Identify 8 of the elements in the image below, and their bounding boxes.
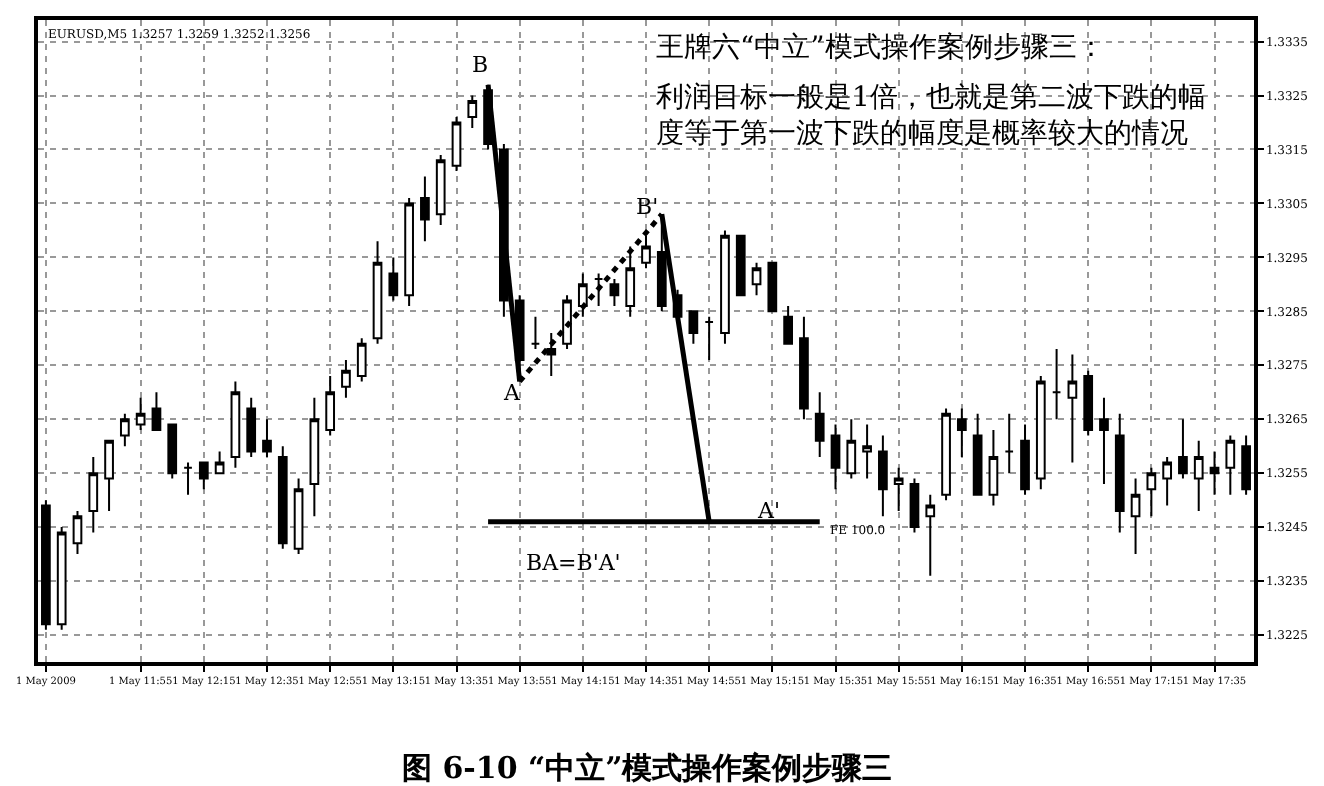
annotation: BA=B'A' (526, 550, 621, 576)
text: 图 6-10 “中立”模式操作案例步骤三 (402, 750, 893, 786)
annotation: A (502, 380, 522, 406)
annotation: B' (636, 194, 659, 220)
annotation: 王牌六“中立”模式操作案例步骤三： (656, 30, 1105, 64)
annotation: A' (756, 498, 780, 524)
annotation: B (472, 52, 489, 78)
annotation: 利润目标一般是1倍，也就是第二波下跌的幅度等于第一波下跌的幅度是概率较大的情况 (656, 82, 1206, 151)
